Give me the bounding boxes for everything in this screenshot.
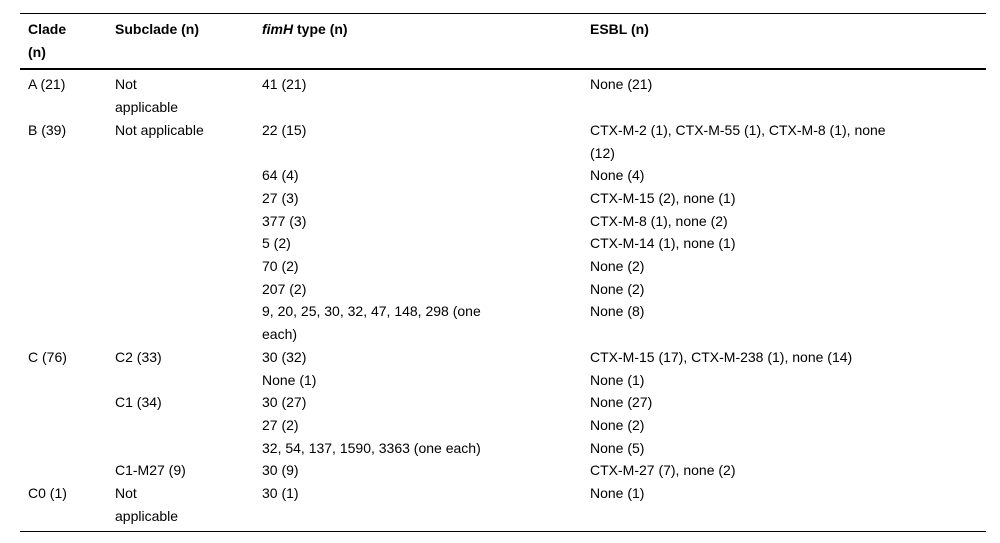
- clade-esbl-table: Clade (n) Subclade (n) fimH type (n) ESB…: [20, 13, 986, 533]
- col-header-clade: Clade (n): [20, 13, 107, 71]
- cell-clade: [20, 255, 107, 278]
- col-header-subclade: Subclade (n): [107, 13, 254, 71]
- col-header-fimh-type: fimH type (n): [254, 13, 582, 71]
- cell-subclade: [107, 414, 254, 437]
- cell-subclade: [107, 187, 254, 210]
- table-row: 70 (2) None (2): [20, 255, 986, 278]
- cell-clade: [20, 164, 107, 187]
- cell-subclade: [107, 255, 254, 278]
- cell-clade: A (21): [28, 76, 66, 93]
- cell-esbl: None (4): [590, 167, 645, 184]
- cell-esbl: CTX-M-15 (17), CTX-M-238 (1), none (14): [590, 348, 853, 365]
- cell-esbl: None (8): [590, 303, 645, 320]
- cell-esbl: None (1): [590, 371, 645, 388]
- cell-fimh-type: 207 (2): [262, 280, 307, 297]
- table-row: C1-M27 (9) 30 (9) CTX-M-27 (7), none (2): [20, 459, 986, 482]
- cell-clade: B (39): [28, 121, 67, 138]
- cell-subclade: Not applicable: [115, 76, 179, 116]
- cell-esbl: CTX-M-2 (1), CTX-M-55 (1), CTX-M-8 (1), …: [590, 121, 886, 161]
- cell-subclade: C1 (34): [115, 394, 162, 411]
- cell-subclade: C1-M27 (9): [115, 462, 186, 479]
- table-row: 64 (4) None (4): [20, 164, 986, 187]
- cell-fimh-type: 22 (15): [262, 121, 307, 138]
- cell-subclade: Not applicable: [115, 121, 204, 138]
- cell-subclade: [107, 164, 254, 187]
- cell-esbl: None (2): [590, 280, 645, 297]
- cell-subclade: [107, 210, 254, 233]
- cell-fimh-type: 30 (27): [262, 394, 307, 411]
- table-row: 32, 54, 137, 1590, 3363 (one each) None …: [20, 437, 986, 460]
- cell-esbl: CTX-M-27 (7), none (2): [590, 462, 736, 479]
- cell-clade: [20, 210, 107, 233]
- cell-esbl: CTX-M-8 (1), none (2): [590, 212, 728, 229]
- cell-clade: [20, 369, 107, 392]
- cell-clade: C (76): [28, 348, 67, 365]
- cell-subclade: C2 (33): [115, 348, 162, 365]
- table-row: C1 (34) 30 (27) None (27): [20, 391, 986, 414]
- table-row: A (21) Not applicable 41 (21) None (21): [20, 69, 986, 118]
- cell-fimh-type: 70 (2): [262, 258, 299, 275]
- table-row: 377 (3) CTX-M-8 (1), none (2): [20, 210, 986, 233]
- cell-clade: [20, 414, 107, 437]
- fimh-gene-label: fimH: [262, 21, 294, 37]
- cell-subclade: [107, 300, 254, 345]
- cell-clade: [20, 300, 107, 345]
- cell-fimh-type: 9, 20, 25, 30, 32, 47, 148, 298 (one eac…: [262, 303, 481, 343]
- table-row: 5 (2) CTX-M-14 (1), none (1): [20, 232, 986, 255]
- cell-fimh-type: 27 (3): [262, 189, 299, 206]
- cell-esbl: None (21): [590, 76, 653, 93]
- cell-fimh-type: 30 (1): [262, 485, 299, 502]
- cell-subclade: [107, 437, 254, 460]
- cell-esbl: None (2): [590, 258, 645, 275]
- cell-fimh-type: 5 (2): [262, 235, 291, 252]
- cell-clade: [20, 459, 107, 482]
- cell-esbl: None (5): [590, 439, 645, 456]
- cell-fimh-type: 30 (32): [262, 348, 307, 365]
- table-body: A (21) Not applicable 41 (21) None (21) …: [20, 69, 986, 532]
- cell-esbl: CTX-M-15 (2), none (1): [590, 189, 736, 206]
- cell-clade: [20, 437, 107, 460]
- cell-fimh-type: 30 (9): [262, 462, 299, 479]
- cell-subclade: [107, 369, 254, 392]
- table-row: C0 (1) Not applicable 30 (1) None (1): [20, 482, 986, 532]
- col-header-esbl: ESBL (n): [582, 13, 986, 71]
- cell-clade: [20, 187, 107, 210]
- cell-subclade: [107, 278, 254, 301]
- table-row: 27 (2) None (2): [20, 414, 986, 437]
- cell-esbl: None (27): [590, 394, 653, 411]
- table-row: B (39) Not applicable 22 (15) CTX-M-2 (1…: [20, 119, 986, 164]
- table-row: 9, 20, 25, 30, 32, 47, 148, 298 (one eac…: [20, 300, 986, 345]
- table-row: 27 (3) CTX-M-15 (2), none (1): [20, 187, 986, 210]
- cell-fimh-type: 377 (3): [262, 212, 307, 229]
- cell-esbl: None (2): [590, 416, 645, 433]
- cell-subclade: Not applicable: [115, 485, 179, 524]
- cell-clade: [20, 232, 107, 255]
- cell-fimh-type: 64 (4): [262, 167, 299, 184]
- table-row: C (76) C2 (33) 30 (32) CTX-M-15 (17), CT…: [20, 346, 986, 369]
- fimh-type-label: type (n): [293, 21, 348, 37]
- cell-esbl: None (1): [590, 485, 645, 502]
- cell-fimh-type: 32, 54, 137, 1590, 3363 (one each): [262, 439, 481, 456]
- cell-clade: [20, 278, 107, 301]
- table-header-row: Clade (n) Subclade (n) fimH type (n) ESB…: [20, 13, 986, 71]
- cell-esbl: CTX-M-14 (1), none (1): [590, 235, 736, 252]
- cell-fimh-type: 41 (21): [262, 76, 307, 93]
- cell-clade: C0 (1): [28, 485, 67, 502]
- table-row: 207 (2) None (2): [20, 278, 986, 301]
- cell-fimh-type: None (1): [262, 371, 317, 388]
- cell-clade: [20, 391, 107, 414]
- cell-fimh-type: 27 (2): [262, 416, 299, 433]
- cell-subclade: [107, 232, 254, 255]
- table-row: None (1) None (1): [20, 369, 986, 392]
